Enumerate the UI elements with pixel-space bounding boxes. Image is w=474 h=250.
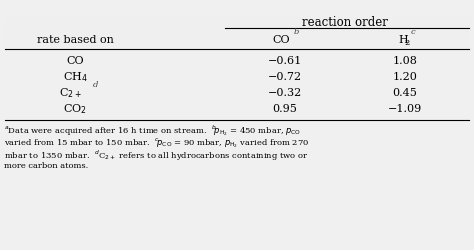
Text: 2: 2 <box>404 39 409 47</box>
Text: C$_{2+}$: C$_{2+}$ <box>59 86 82 100</box>
Text: CO: CO <box>272 35 290 45</box>
Text: c: c <box>411 28 416 36</box>
Text: d: d <box>93 81 99 89</box>
Text: reaction order: reaction order <box>302 16 388 30</box>
Text: varied from 15 mbar to 150 mbar.  $^c\!p_{\rm CO}$ = 90 mbar, $p_{\rm H_2}$ vari: varied from 15 mbar to 150 mbar. $^c\!p_… <box>4 136 309 149</box>
Text: 1.08: 1.08 <box>392 56 418 66</box>
Text: rate based on: rate based on <box>36 35 113 45</box>
Text: 0.95: 0.95 <box>273 104 298 114</box>
Bar <box>5 18 469 49</box>
Text: 1.20: 1.20 <box>392 72 418 82</box>
Text: −0.72: −0.72 <box>268 72 302 82</box>
Text: CH$_4$: CH$_4$ <box>63 70 87 84</box>
Text: 0.45: 0.45 <box>392 88 418 98</box>
Text: H: H <box>398 35 408 45</box>
Text: −1.09: −1.09 <box>388 104 422 114</box>
Text: CO$_2$: CO$_2$ <box>63 102 87 116</box>
Text: more carbon atoms.: more carbon atoms. <box>4 162 88 170</box>
Text: −0.61: −0.61 <box>268 56 302 66</box>
Text: CO: CO <box>66 56 84 66</box>
Text: $^a$Data were acquired after 16 h time on stream.  $^b\!p_{\rm H_2}$ = 450 mbar,: $^a$Data were acquired after 16 h time o… <box>4 123 301 138</box>
Text: mbar to 1350 mbar.  $^d$C$_{2+}$ refers to all hydrocarbons containing two or: mbar to 1350 mbar. $^d$C$_{2+}$ refers t… <box>4 149 309 164</box>
Text: b: b <box>294 28 300 36</box>
Text: −0.32: −0.32 <box>268 88 302 98</box>
